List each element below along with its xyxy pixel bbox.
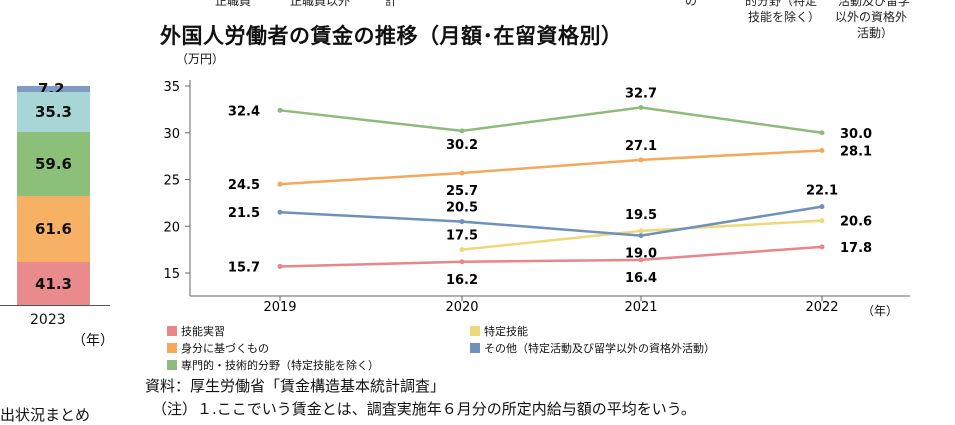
data-point [638, 157, 644, 163]
y-tick-label: 20 [163, 220, 180, 235]
data-label: 25.7 [446, 184, 478, 199]
top-fragment: 以外の資格外 [835, 10, 908, 24]
top-fragment: 計 [385, 0, 398, 8]
data-point [277, 107, 283, 113]
legend-item: 技能実習 [167, 323, 225, 339]
x-tick-label: 2021 [624, 300, 657, 315]
top-fragment: 活動） [857, 26, 894, 40]
bar-segment [17, 86, 90, 92]
bar-segment: 35.3 [17, 92, 90, 132]
data-point [819, 218, 825, 224]
series-line [279, 205, 823, 237]
source-note: 資料：厚生労働省「賃金構造基本統計調査」 [145, 377, 446, 395]
top-fragment: 技能を除く） [748, 10, 821, 24]
data-label: 16.2 [446, 273, 478, 288]
legend-item: 専門的・技術的分野（特定技能を除く） [167, 357, 379, 373]
data-point [819, 244, 825, 250]
data-point [638, 233, 644, 239]
data-label: 30.0 [840, 127, 872, 142]
data-label: 17.8 [840, 241, 872, 256]
data-label: 19.0 [625, 247, 657, 262]
x-tick-label: 2019 [263, 300, 296, 315]
y-tick-label: 25 [163, 174, 180, 189]
data-point [459, 128, 465, 134]
data-label: 24.5 [228, 178, 260, 193]
top-fragment: 正職員 [215, 0, 252, 8]
data-label: 19.5 [625, 208, 657, 223]
line-chart: 15 20 25 30 35 2019 2020 2021 2022 15.7 16.2 16.4 17… [163, 80, 910, 315]
data-point [459, 170, 465, 176]
legend-item: その他（特定活動及び留学以外の資格外活動） [470, 340, 715, 356]
y-axis-unit: （万円） [176, 52, 225, 66]
data-label: 17.5 [446, 229, 478, 244]
data-label: 15.7 [228, 260, 260, 275]
data-label: 16.4 [625, 271, 657, 286]
x-axis-unit: （年） [862, 304, 899, 318]
bar-segment: 41.3 [17, 262, 90, 305]
y-tick-label: 35 [163, 80, 180, 95]
bar-year: 2023 [30, 312, 66, 328]
data-point [459, 247, 465, 253]
chart-title: 外国人労働者の賃金の推移（月額･在留資格別） [160, 24, 623, 48]
data-label: 30.2 [446, 138, 478, 153]
data-point [638, 257, 644, 263]
data-label: 32.7 [625, 87, 657, 102]
top-fragment: 正職員以外 [290, 0, 351, 8]
y-tick-label: 15 [163, 267, 180, 282]
data-label: 27.1 [625, 139, 657, 154]
top-fragment: の [685, 0, 698, 8]
data-point [459, 259, 465, 265]
data-point [819, 148, 825, 154]
data-point [459, 219, 465, 225]
footnote: （注）１.ここでいう賃金とは、調査実施年６月分の所定内給与額の平均をいう。 [152, 400, 696, 418]
bar-segment: 59.6 [17, 132, 90, 196]
top-fragment: 的分野（特定 [745, 0, 818, 8]
top-fragment: 活動及び留学 [838, 0, 911, 8]
series-line [279, 149, 823, 186]
legend-item: 身分に基づくもの [167, 340, 269, 356]
cut-text: 出状況まとめ [0, 406, 91, 424]
data-label: 20.5 [446, 201, 478, 216]
data-point [638, 228, 644, 234]
y-tick-label: 30 [163, 127, 180, 142]
legend-item: 特定技能 [470, 323, 528, 339]
bar-segment: 61.6 [17, 196, 90, 262]
data-label: 28.1 [840, 145, 872, 160]
data-point [819, 130, 825, 136]
bar-year-unit: （年） [72, 333, 114, 349]
data-point [277, 181, 283, 187]
x-tick-label: 2020 [445, 300, 478, 315]
data-label: 20.6 [840, 215, 872, 230]
data-label: 21.5 [228, 206, 260, 221]
data-point [638, 105, 644, 111]
data-point [277, 209, 283, 215]
x-tick-label: 2022 [805, 300, 838, 315]
data-point [819, 204, 825, 210]
series-line [279, 245, 823, 268]
series-line [279, 106, 823, 134]
data-point [277, 263, 283, 269]
data-label: 32.4 [228, 104, 260, 119]
data-label: 22.1 [806, 184, 838, 199]
